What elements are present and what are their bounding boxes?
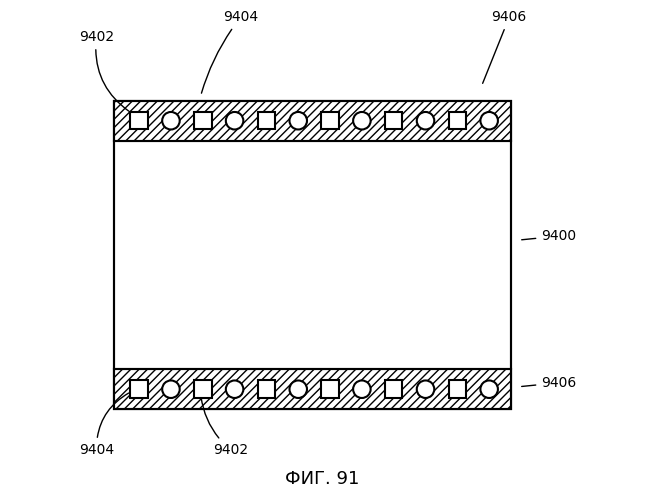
- Circle shape: [481, 380, 498, 398]
- FancyBboxPatch shape: [194, 380, 212, 398]
- Circle shape: [226, 112, 243, 130]
- FancyBboxPatch shape: [114, 101, 511, 409]
- Circle shape: [417, 380, 434, 398]
- Text: 9404: 9404: [79, 393, 128, 457]
- Text: ФИГ. 91: ФИГ. 91: [285, 470, 360, 488]
- FancyBboxPatch shape: [114, 101, 511, 140]
- Text: 9402: 9402: [79, 30, 129, 111]
- FancyBboxPatch shape: [385, 380, 402, 398]
- Circle shape: [353, 380, 371, 398]
- FancyBboxPatch shape: [130, 112, 148, 130]
- Text: 9400: 9400: [522, 229, 577, 243]
- FancyBboxPatch shape: [321, 380, 339, 398]
- FancyBboxPatch shape: [321, 112, 339, 130]
- Text: 9406: 9406: [522, 376, 577, 390]
- Circle shape: [226, 380, 243, 398]
- FancyBboxPatch shape: [385, 112, 402, 130]
- Circle shape: [353, 112, 371, 130]
- Text: 9406: 9406: [482, 10, 527, 84]
- FancyBboxPatch shape: [130, 380, 148, 398]
- Circle shape: [162, 380, 180, 398]
- Text: 9402: 9402: [201, 397, 248, 457]
- Circle shape: [481, 112, 498, 130]
- FancyBboxPatch shape: [448, 112, 466, 130]
- FancyBboxPatch shape: [257, 380, 275, 398]
- Circle shape: [290, 112, 307, 130]
- FancyBboxPatch shape: [448, 380, 466, 398]
- FancyBboxPatch shape: [257, 112, 275, 130]
- Circle shape: [162, 112, 180, 130]
- Text: 9404: 9404: [201, 10, 258, 93]
- FancyBboxPatch shape: [194, 112, 212, 130]
- FancyBboxPatch shape: [114, 370, 511, 409]
- Circle shape: [290, 380, 307, 398]
- Circle shape: [417, 112, 434, 130]
